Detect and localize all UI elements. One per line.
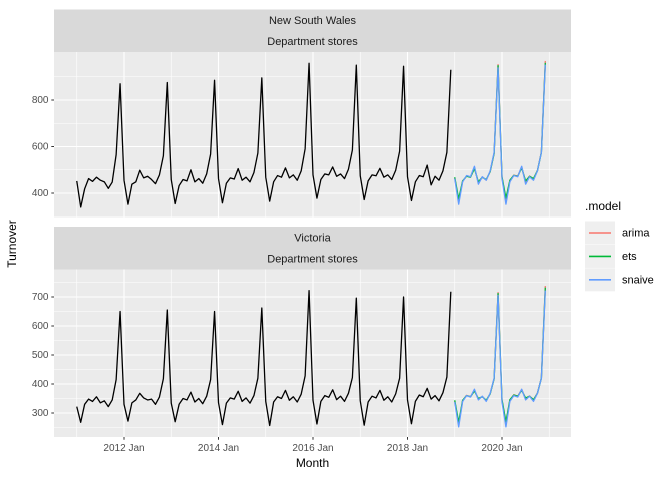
facet-strip <box>54 227 571 270</box>
y-tick-label: 400 <box>32 379 49 390</box>
strip-label: Department stores <box>267 254 358 266</box>
y-tick-label: 800 <box>32 95 49 106</box>
x-axis-title: Month <box>296 456 329 470</box>
y-tick-label: 700 <box>32 292 49 303</box>
y-tick-label: 500 <box>32 350 49 361</box>
strip-label: Department stores <box>267 36 358 48</box>
x-tick-label: 2018 Jan <box>387 443 428 454</box>
panel-plot-area <box>54 269 571 437</box>
panel-plot-area <box>54 52 571 218</box>
facet-nsw: New South Wales Department stores 400 600 80… <box>32 9 571 218</box>
facet-strip <box>54 9 571 52</box>
legend-label-arima: arima <box>622 228 650 240</box>
legend-label-ets: ets <box>622 251 637 263</box>
x-axis: 2012 Jan 2014 Jan 2016 Jan 2018 Jan 2020 Jan… <box>5 220 523 470</box>
legend-title: .model <box>585 199 621 213</box>
y-axis-title: Turnover <box>5 220 19 268</box>
x-tick-label: 2020 Jan <box>481 443 522 454</box>
y-tick-label: 600 <box>32 321 49 332</box>
x-tick-label: 2012 Jan <box>103 443 144 454</box>
y-tick-label: 300 <box>32 408 49 419</box>
x-tick-label: 2014 Jan <box>198 443 239 454</box>
x-tick-label: 2016 Jan <box>292 443 333 454</box>
series-line-snaive <box>454 64 546 205</box>
y-tick-label: 600 <box>32 142 49 153</box>
series-line-actual <box>76 62 452 208</box>
legend: .model arima ets snaive <box>585 199 654 292</box>
strip-label: New South Wales <box>269 15 357 27</box>
legend-label-snaive: snaive <box>622 274 654 286</box>
strip-label: Victoria <box>294 232 331 244</box>
y-tick-label: 400 <box>32 188 49 199</box>
series-line-actual <box>76 289 452 427</box>
series-line-snaive <box>454 290 546 428</box>
facet-vic: Victoria Department stores 300 400 500 600 700 <box>32 227 571 437</box>
